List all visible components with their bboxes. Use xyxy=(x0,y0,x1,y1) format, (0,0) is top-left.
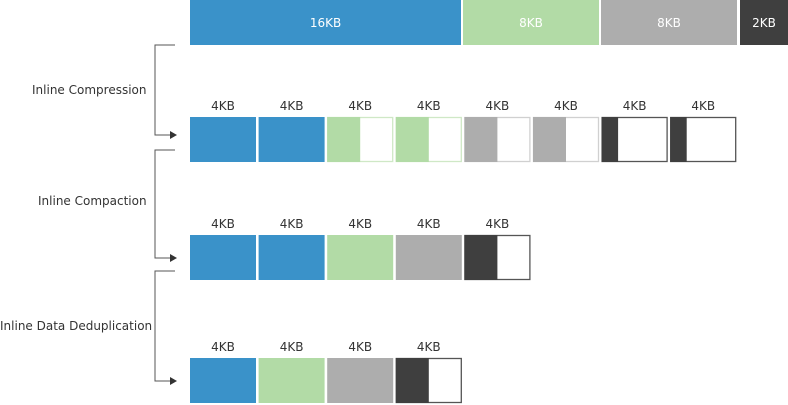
source-block-label: 2KB xyxy=(752,16,776,30)
block-fill xyxy=(464,235,498,280)
block-size-label: 4KB xyxy=(280,340,304,354)
block-fill xyxy=(464,117,498,162)
source-block xyxy=(463,0,599,45)
block-fill xyxy=(190,235,256,280)
block-fill xyxy=(327,358,394,403)
block-size-label: 4KB xyxy=(348,217,372,231)
storage-block xyxy=(327,235,394,280)
block-size-label: 4KB xyxy=(691,99,715,113)
storage-block xyxy=(532,116,600,163)
block-fill xyxy=(670,117,687,162)
block-size-label: 4KB xyxy=(623,99,647,113)
storage-block xyxy=(464,116,531,163)
arrow-icon xyxy=(170,377,177,385)
block-size-label: 4KB xyxy=(280,99,304,113)
source-block xyxy=(190,0,461,45)
storage-block xyxy=(190,235,256,280)
block-fill xyxy=(258,117,325,162)
block-size-label: 4KB xyxy=(486,217,510,231)
bracket-line xyxy=(154,44,175,136)
block-size-label: 4KB xyxy=(554,99,578,113)
block-fill xyxy=(258,235,325,280)
block-fill xyxy=(395,117,429,162)
block-size-label: 4KB xyxy=(211,217,235,231)
block-size-label: 4KB xyxy=(417,340,441,354)
block-fill xyxy=(258,358,325,403)
storage-block xyxy=(190,358,256,403)
arrow-icon xyxy=(170,254,177,262)
storage-block xyxy=(601,116,668,163)
source-block-label: 8KB xyxy=(519,16,543,30)
block-fill xyxy=(327,117,361,162)
block-size-label: 4KB xyxy=(348,99,372,113)
storage-block xyxy=(258,358,325,403)
block-fill xyxy=(601,117,619,162)
storage-block xyxy=(464,234,531,281)
block-fill xyxy=(190,358,256,403)
step-label-inline-compaction: Inline Compaction xyxy=(38,194,147,208)
bracket-line xyxy=(154,270,175,382)
arrow-icon xyxy=(170,131,177,139)
storage-block xyxy=(395,116,462,163)
block-fill xyxy=(327,235,394,280)
block-size-label: 4KB xyxy=(348,340,372,354)
bracket-line xyxy=(154,149,175,259)
source-block xyxy=(740,0,788,45)
block-size-label: 4KB xyxy=(417,217,441,231)
storage-block xyxy=(395,357,462,404)
source-block-label: 8KB xyxy=(657,16,681,30)
block-size-label: 4KB xyxy=(211,340,235,354)
storage-block xyxy=(190,117,256,162)
block-size-label: 4KB xyxy=(417,99,441,113)
storage-block xyxy=(327,358,394,403)
step-label-inline-deduplication: Inline Data Deduplication xyxy=(0,319,152,333)
storage-block xyxy=(395,235,462,280)
block-size-label: 4KB xyxy=(211,99,235,113)
block-fill xyxy=(395,358,429,403)
step-label-inline-compression: Inline Compression xyxy=(32,83,146,97)
block-fill xyxy=(533,117,566,162)
block-size-label: 4KB xyxy=(280,217,304,231)
block-fill xyxy=(395,235,462,280)
storage-block xyxy=(327,116,394,163)
source-block-label: 16KB xyxy=(310,16,341,30)
block-size-label: 4KB xyxy=(486,99,510,113)
storage-block xyxy=(258,235,325,280)
storage-block xyxy=(258,117,325,162)
source-block xyxy=(601,0,737,45)
storage-block xyxy=(670,116,737,163)
block-fill xyxy=(190,117,256,162)
